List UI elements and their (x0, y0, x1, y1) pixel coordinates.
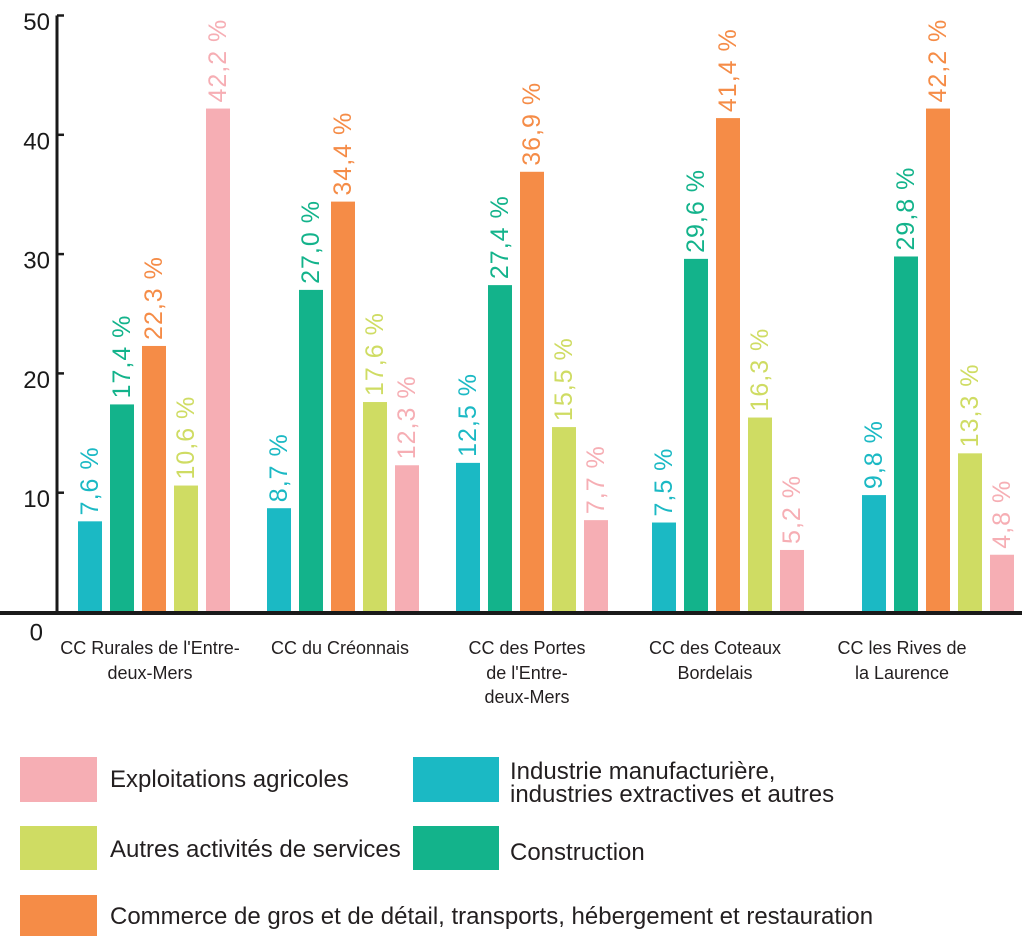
data-label-series-0-category-0: 7,6 % (76, 446, 104, 515)
legend-label-exploitations-agricoles: Exploitations agricoles (110, 766, 349, 793)
legend-swatch-autres-activites (20, 826, 97, 870)
bar-series-4-category-1 (395, 465, 419, 612)
data-label-series-3-category-4: 13,3 % (956, 363, 984, 447)
legend-label-commerce: Commerce de gros et de détail, transport… (110, 903, 874, 930)
y-tick-label-3: 30 (23, 248, 50, 275)
data-label-series-0-category-4: 9,8 % (860, 420, 888, 489)
data-label-series-0-category-1: 8,7 % (265, 433, 293, 502)
bar-series-2-category-3 (716, 118, 740, 613)
bar-series-0-category-0 (78, 521, 102, 612)
bar-series-2-category-1 (331, 201, 355, 612)
data-label-series-3-category-2: 15,5 % (550, 337, 578, 421)
data-labels: 7,6 % 8,7 % 12,5 % 7,5 % 9,8 % 17,4 % 27,0 % 27… (76, 19, 1016, 549)
bar-series-4-category-3 (780, 549, 804, 612)
data-label-series-0-category-2: 12,5 % (454, 373, 482, 457)
legend-swatch-industrie (413, 757, 499, 802)
category-label-3: CC des Coteaux Bordelais (648, 638, 782, 683)
legend-label-industrie: Industrie manufacturière, industries ext… (510, 758, 835, 808)
bar-series-0-category-3 (652, 522, 676, 612)
data-label-series-2-category-3: 41,4 % (714, 28, 742, 112)
y-tick-label-0: 0 (30, 620, 43, 647)
bar-series-3-category-3 (748, 417, 772, 612)
category-label-1: CC du Créonnais (270, 638, 410, 658)
bar-series-4-category-2 (584, 520, 608, 612)
bar-series-3-category-0 (174, 485, 198, 612)
y-tick-label-2: 20 (23, 367, 50, 394)
bars (78, 108, 1014, 613)
bar-series-4-category-4 (990, 554, 1014, 612)
bar-series-2-category-4 (926, 108, 950, 612)
legend-swatch-exploitations-agricoles (20, 757, 97, 802)
legend-swatch-commerce (20, 895, 97, 936)
data-label-series-2-category-0: 22,3 % (140, 256, 168, 340)
data-label-series-2-category-1: 34,4 % (329, 112, 357, 196)
data-label-series-1-category-1: 27,0 % (297, 200, 325, 284)
bar-series-1-category-4 (894, 256, 918, 612)
data-label-series-4-category-2: 7,7 % (582, 445, 610, 514)
bar-series-3-category-2 (552, 427, 576, 612)
data-label-series-1-category-0: 17,4 % (108, 315, 136, 399)
data-label-series-0-category-3: 7,5 % (650, 448, 678, 517)
data-label-series-1-category-3: 29,6 % (682, 169, 710, 253)
bar-series-0-category-2 (456, 462, 480, 612)
bar-series-3-category-4 (958, 453, 982, 612)
legend-swatch-construction (413, 826, 499, 870)
legend-label-construction: Construction (510, 839, 645, 866)
legend-label-autres-activites: Autres activités de services (110, 836, 401, 863)
data-label-series-4-category-1: 12,3 % (393, 375, 421, 459)
data-label-series-2-category-4: 42,2 % (924, 19, 952, 103)
category-label-0: CC Rurales de l'Entre- deux-Mers (60, 638, 240, 683)
bar-series-0-category-1 (267, 508, 291, 612)
category-label-4: CC les Rives de la Laurence (837, 638, 967, 683)
bar-series-2-category-0 (142, 345, 166, 612)
bar-series-1-category-0 (110, 404, 134, 612)
data-label-series-1-category-2: 27,4 % (486, 195, 514, 279)
bar-series-1-category-2 (488, 285, 512, 612)
y-tick-label-5: 50 (23, 9, 50, 36)
data-label-series-4-category-3: 5,2 % (778, 475, 806, 544)
bar-series-1-category-3 (684, 258, 708, 612)
bar-series-2-category-2 (520, 171, 544, 612)
data-label-series-4-category-4: 4,8 % (988, 480, 1016, 549)
bar-series-0-category-4 (862, 495, 886, 612)
y-tick-label-4: 40 (23, 128, 50, 155)
data-label-series-3-category-0: 10,6 % (172, 396, 200, 480)
category-label-2: CC des Portes de l'Entre- deux-Mers (468, 638, 586, 707)
y-tick-label-1: 10 (23, 486, 50, 513)
data-label-series-4-category-0: 42,2 % (204, 19, 232, 103)
bar-series-1-category-1 (299, 289, 323, 612)
bar-series-3-category-1 (363, 402, 387, 612)
bar-series-4-category-0 (206, 108, 230, 612)
data-label-series-1-category-4: 29,8 % (892, 167, 920, 251)
data-label-series-2-category-2: 36,9 % (518, 82, 546, 166)
y-axis: 0 10 20 30 40 50 (23, 9, 64, 647)
data-label-series-3-category-3: 16,3 % (746, 328, 774, 412)
data-label-series-3-category-1: 17,6 % (361, 312, 389, 396)
